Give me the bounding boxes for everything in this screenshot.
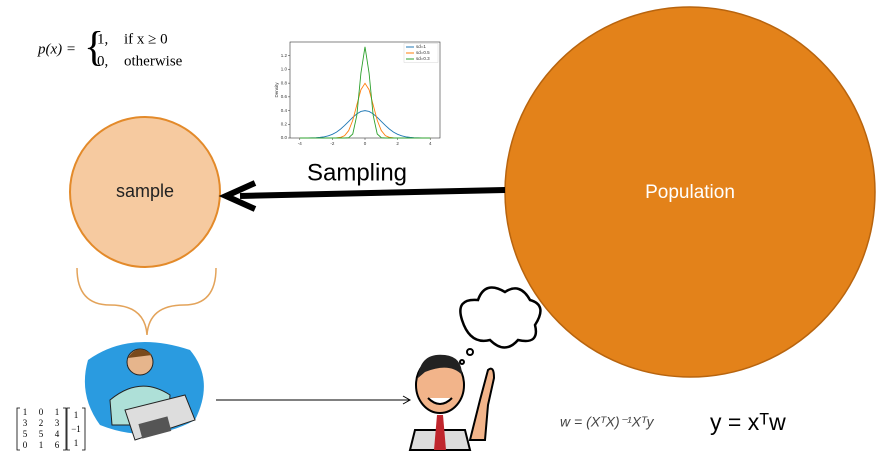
matrix-entry: 1 <box>39 440 44 450</box>
matrix-entry: 1 <box>23 407 28 417</box>
y-tick-label: 1.0 <box>281 67 288 72</box>
legend-label: sd=0.3 <box>416 56 430 61</box>
sampling-label: Sampling <box>307 159 407 186</box>
x-tick-label: 0 <box>364 141 367 146</box>
sampling-arrow <box>239 187 506 199</box>
brace: { <box>84 25 104 71</box>
matrix-entry: 3 <box>55 418 60 428</box>
case-value: 0, <box>97 53 108 69</box>
y-tick-label: 0.0 <box>281 135 288 140</box>
matrix-entry: 0 <box>23 440 28 450</box>
density-line <box>299 110 431 139</box>
vector-entry: 1 <box>74 438 79 448</box>
legend-label: sd=1 <box>416 44 426 49</box>
y-axis-label: Density <box>274 82 279 98</box>
thinker-clipart <box>408 286 542 451</box>
model-equation: y = xᵀw <box>710 409 786 435</box>
x-tick-label: -2 <box>330 141 334 146</box>
formula-lhs: p(x) = <box>37 41 76 57</box>
case-condition: otherwise <box>124 53 183 69</box>
x-tick-label: 4 <box>429 141 432 146</box>
matrix-entry: 5 <box>23 429 28 439</box>
x-tick-label: 2 <box>396 141 399 146</box>
case-condition: if x ≥ 0 <box>124 31 168 47</box>
y-tick-label: 0.2 <box>281 121 288 126</box>
density-line <box>299 46 431 139</box>
sample-circle <box>69 116 221 268</box>
arrow-head <box>402 395 412 405</box>
matrix-entry: 4 <box>55 429 60 439</box>
density-plot: -4 -2 0 2 40.00.20.40.60.81.01.2Densitysd=1s… <box>274 41 441 146</box>
y-tick-label: 0.6 <box>281 94 288 99</box>
vector-entry: −1 <box>71 424 81 434</box>
matrix-entry: 6 <box>55 440 60 450</box>
matrix-entry: 1 <box>55 407 60 417</box>
legend-box <box>403 43 439 63</box>
x-tick-label: -4 <box>298 141 302 146</box>
case-value: 1, <box>97 31 108 47</box>
y-tick-label: 0.4 <box>281 108 288 113</box>
y-tick-label: 0.8 <box>281 80 288 85</box>
vector-entry: 1 <box>74 410 79 420</box>
worker-clipart <box>84 342 204 441</box>
matrix-entry: 0 <box>39 407 44 417</box>
normal-equation: w = (XᵀX)⁻¹Xᵀy <box>560 414 655 430</box>
population-label: Population <box>645 182 735 203</box>
y-tick-label: 1.2 <box>281 53 288 58</box>
sample-label: sample <box>116 181 174 201</box>
arrow-head <box>218 180 257 212</box>
legend-label: sd=0.5 <box>416 50 430 55</box>
matrix-entry: 5 <box>39 429 44 439</box>
matrix: 1 0 13 2 35 5 40 1 61−11 <box>16 407 86 451</box>
matrix-entry: 3 <box>23 418 28 428</box>
curly-brace <box>76 267 217 336</box>
matrix-entry: 2 <box>39 418 44 428</box>
